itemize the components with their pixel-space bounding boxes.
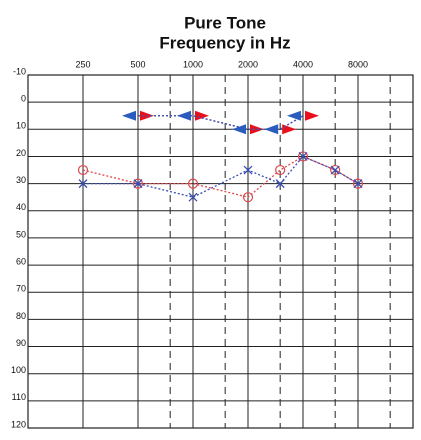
marker-circle <box>352 178 364 189</box>
marker-circle <box>330 164 341 176</box>
marker-circle <box>297 151 309 162</box>
y-tick-label: 10 <box>16 121 26 131</box>
x-tick-label: 4000 <box>293 59 313 69</box>
x-tick-label: 2000 <box>238 59 258 69</box>
y-tick-label: 90 <box>16 338 26 348</box>
plot-frame <box>27 74 414 429</box>
marker-circle <box>275 164 286 176</box>
marker-cross <box>275 179 285 189</box>
chart-subtitle: Frequency in Hz <box>159 33 290 52</box>
x-tick-label: 1000 <box>183 59 203 69</box>
y-tick-label: -10 <box>13 66 26 76</box>
marker-triangle <box>232 124 246 135</box>
marker-triangle <box>282 124 297 135</box>
x-tick-label: 250 <box>75 59 90 69</box>
y-tick-label: 30 <box>16 175 26 185</box>
marker-triangle <box>122 110 136 121</box>
x-tick-label: 8000 <box>348 59 368 69</box>
y-tick-label: 100 <box>11 365 26 375</box>
y-tick-label: 70 <box>16 284 26 294</box>
series-line <box>138 115 304 130</box>
x-tick-label: 500 <box>130 59 145 69</box>
marker-triangle <box>195 110 209 121</box>
marker-cross <box>330 165 340 175</box>
marker-cross <box>133 179 143 189</box>
y-tick-label: 20 <box>16 148 26 158</box>
marker-cross <box>78 179 88 189</box>
marker-triangle <box>264 124 279 135</box>
marker-cross <box>188 192 198 202</box>
marker-circle <box>132 178 144 189</box>
marker-cross <box>353 179 363 189</box>
y-tick-label: 50 <box>16 229 26 239</box>
marker-circle <box>242 192 254 203</box>
y-tick-label: 60 <box>16 256 26 266</box>
y-tick-label: 120 <box>11 419 26 429</box>
chart-title: Pure Tone <box>184 13 266 32</box>
series-line <box>83 155 359 198</box>
y-tick-label: 40 <box>16 202 26 212</box>
marker-triangle <box>287 110 301 121</box>
marker-triangle <box>177 110 191 121</box>
y-tick-label: 110 <box>12 392 26 402</box>
marker-cross <box>298 152 308 161</box>
marker-circle <box>187 178 199 189</box>
marker-triangle <box>305 110 319 121</box>
y-tick-label: 80 <box>16 311 26 321</box>
y-tick-label: 0 <box>21 94 26 104</box>
series-line <box>82 155 359 198</box>
marker-circle <box>77 164 89 176</box>
marker-cross <box>243 165 253 175</box>
series-line <box>138 115 304 130</box>
